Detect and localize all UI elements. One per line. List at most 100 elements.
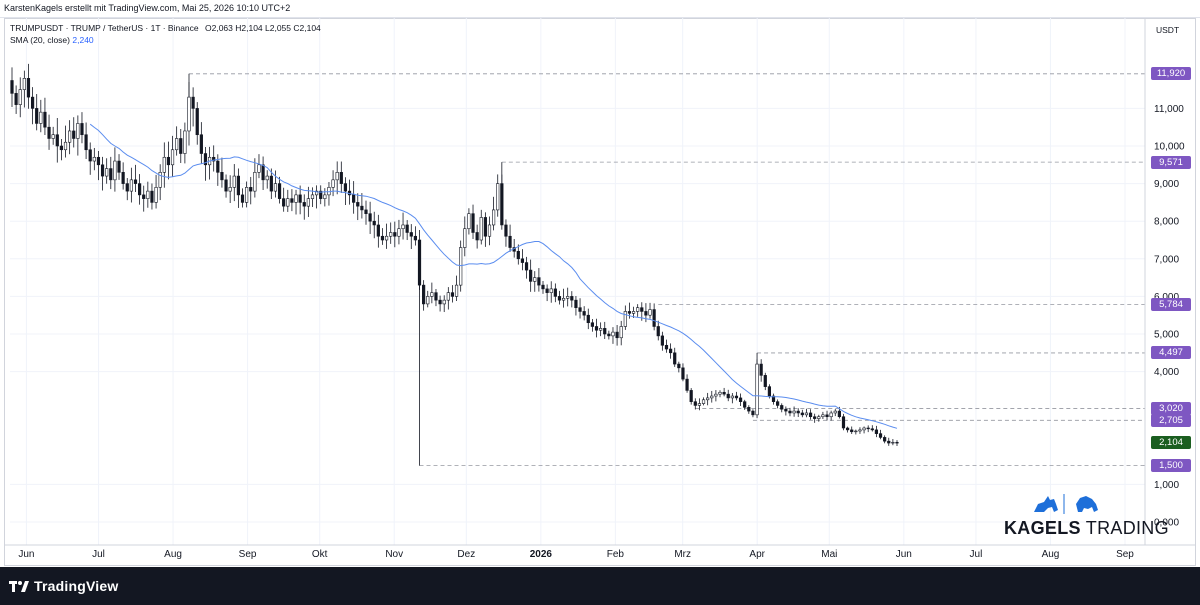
candle <box>743 399 747 410</box>
legend-symbol[interactable]: TRUMPUSDT · TRUMP / TetherUS · 1T · Bina… <box>10 23 199 33</box>
candle <box>253 158 257 198</box>
candle <box>372 211 376 239</box>
legend-symbol-row[interactable]: TRUMPUSDT · TRUMP / TetherUS · 1T · Bina… <box>10 22 321 34</box>
candle <box>693 398 697 410</box>
candle <box>850 426 854 434</box>
candle <box>874 425 879 438</box>
kagels-trading-watermark: KAGELS TRADING <box>1004 490 1169 540</box>
candle <box>677 361 681 373</box>
bull-bear-logo-icon <box>1034 494 1098 514</box>
candle <box>76 115 80 156</box>
candle <box>673 347 677 367</box>
candle <box>191 87 195 127</box>
chart-legend: TRUMPUSDT · TRUMP / TetherUS · 1T · Bina… <box>10 22 321 46</box>
candle <box>125 178 129 201</box>
candle <box>788 407 792 417</box>
candle <box>397 219 401 245</box>
candle <box>199 122 203 164</box>
candle <box>829 410 833 421</box>
candle <box>833 409 837 417</box>
price-level-badge[interactable]: 3,020 <box>1151 401 1191 415</box>
candle <box>755 359 759 419</box>
candle <box>290 189 294 212</box>
candle <box>39 99 43 133</box>
candle <box>257 154 261 179</box>
tradingview-logo[interactable]: TradingView <box>9 578 118 594</box>
chart-frame <box>4 18 1196 566</box>
legend-sma-label[interactable]: SMA (20, close) <box>10 35 70 45</box>
watermark-text-regular: TRADING <box>1085 518 1169 538</box>
price-level-badge[interactable]: 1,500 <box>1151 459 1191 473</box>
price-axis[interactable]: 11,000 10,000 9,000 8,000 7,000 6,000 5,000 4,0… <box>1154 104 1185 529</box>
candle <box>607 330 611 340</box>
author-bar: KarstenKagels erstellt mit TradingView.c… <box>0 0 1200 18</box>
candle <box>578 298 582 319</box>
time-tick-label: Okt <box>312 549 328 560</box>
candle <box>664 339 669 353</box>
price-level-badge[interactable]: 4,497 <box>1151 346 1191 360</box>
candle <box>854 429 858 435</box>
candle <box>401 212 405 240</box>
candle <box>438 295 442 312</box>
candle <box>105 158 109 184</box>
price-level-badge[interactable]: 9,571 <box>1151 155 1191 169</box>
price-chart[interactable]: 11,000 10,000 9,000 8,000 7,000 6,000 5,000 4,0… <box>0 0 1200 567</box>
candle <box>10 67 14 108</box>
candle <box>80 112 84 144</box>
candle <box>294 189 298 215</box>
candle <box>636 304 640 317</box>
candle <box>72 117 76 148</box>
candle <box>541 280 545 294</box>
candle <box>146 181 150 208</box>
candle <box>277 176 282 204</box>
candle <box>553 283 557 303</box>
candle <box>475 224 479 249</box>
time-tick-label: Mrz <box>674 549 691 560</box>
candle <box>726 389 730 402</box>
candle <box>619 320 623 346</box>
candle <box>249 176 253 205</box>
candle <box>656 320 660 341</box>
tradingview-footer: TradingView <box>0 567 1200 605</box>
price-tick-label: 4,000 <box>1154 367 1179 378</box>
candle <box>796 408 800 418</box>
candle <box>669 343 673 359</box>
candle <box>261 156 265 190</box>
candle <box>389 222 393 244</box>
tradingview-brand: TradingView <box>34 578 119 594</box>
candle <box>195 102 199 145</box>
time-axis[interactable]: Jun Jul Aug Sep Okt Nov Dez 2026 Feb Mrz Apr Mai Jun… <box>18 549 1134 560</box>
price-level-badge[interactable]: 5,784 <box>1151 298 1191 312</box>
candle <box>870 425 874 432</box>
candle <box>35 94 39 131</box>
candle <box>224 174 228 198</box>
candle <box>331 170 335 197</box>
candle <box>660 331 664 351</box>
candle <box>265 170 269 189</box>
candle <box>121 162 125 190</box>
time-tick-label: Jul <box>970 549 983 560</box>
legend-sma-row[interactable]: SMA (20, close) 2,240 <box>10 34 321 46</box>
price-level-badge[interactable]: 11,920 <box>1151 67 1191 81</box>
current-price-badge[interactable]: 2,104 <box>1151 436 1191 450</box>
candle <box>623 305 627 330</box>
time-tick-label: Aug <box>1042 549 1060 560</box>
price-tick-label: 1,000 <box>1154 480 1179 491</box>
candle <box>652 303 656 331</box>
candle <box>335 161 339 195</box>
candle <box>841 413 846 431</box>
candle <box>426 290 430 308</box>
candle <box>520 249 525 271</box>
candle <box>315 185 319 209</box>
candle <box>463 216 467 257</box>
legend-ohlc: O2,063 H2,104 L2,055 C2,104 <box>205 23 321 33</box>
tradingview-logo-icon <box>9 581 29 592</box>
watermark-text-bold: KAGELS <box>1004 518 1081 538</box>
candle <box>718 390 722 398</box>
candle <box>747 405 751 414</box>
currency-label[interactable]: USDT <box>1156 25 1180 35</box>
candle <box>734 391 739 401</box>
candle <box>22 70 26 108</box>
price-level-badge[interactable]: 2,705 <box>1151 413 1191 427</box>
